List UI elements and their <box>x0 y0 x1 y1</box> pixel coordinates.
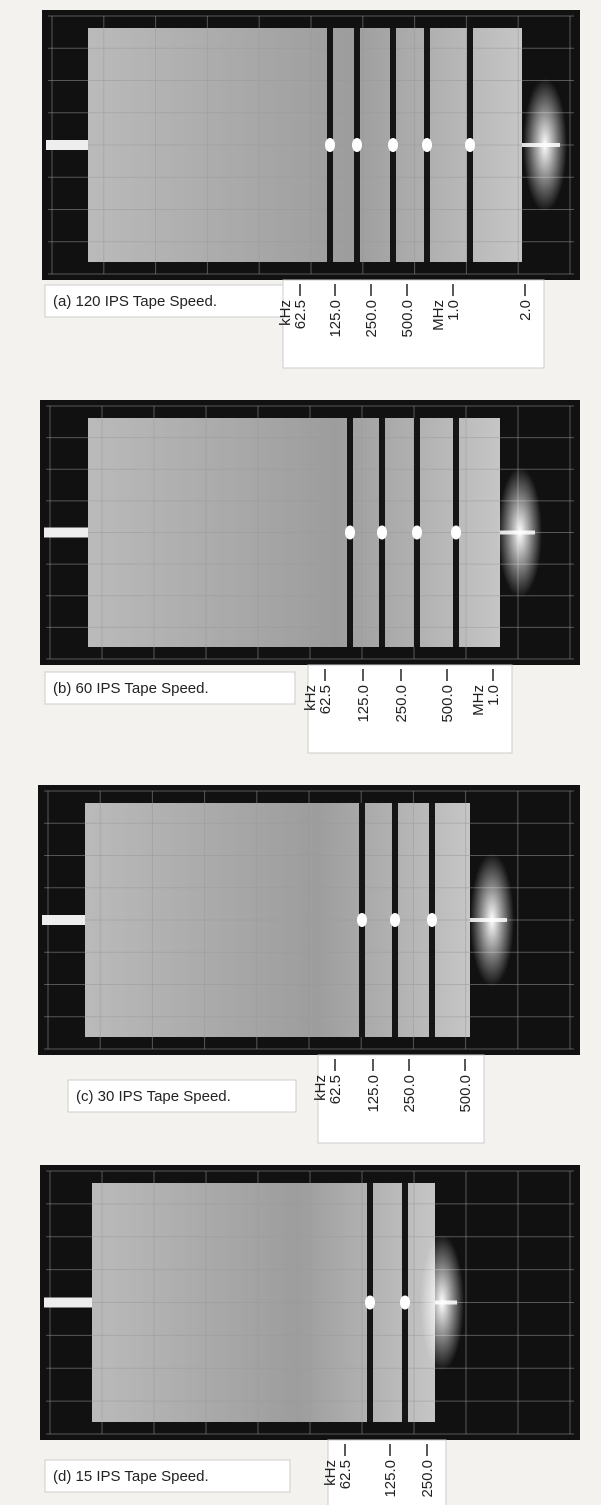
burst <box>470 853 514 987</box>
marker-dot <box>422 138 432 152</box>
marker-dot <box>352 138 362 152</box>
burst <box>523 78 567 212</box>
marker-unit: kHz <box>277 300 294 326</box>
marker-unit: MHz <box>470 685 487 716</box>
caption: (c) 30 IPS Tape Speed. <box>76 1088 231 1105</box>
marker-label: 250.0 <box>401 1075 418 1113</box>
marker-label: 125.0 <box>365 1075 382 1113</box>
caption: (b) 60 IPS Tape Speed. <box>53 680 209 697</box>
marker-dot <box>377 526 387 540</box>
burst <box>420 1234 464 1371</box>
marker-unit: kHz <box>312 1075 329 1101</box>
page: (a) 120 IPS Tape Speed.62.5kHz125.0250.0… <box>0 0 601 1505</box>
burst <box>498 467 542 598</box>
marker-dot <box>365 1296 375 1310</box>
marker-label: 250.0 <box>393 685 410 723</box>
marker-label: 62.5 <box>292 300 309 329</box>
marker-dot <box>451 526 461 540</box>
marker-dot <box>345 526 355 540</box>
marker-dot <box>427 913 437 927</box>
marker-label: 1.0 <box>485 685 502 706</box>
marker-label: 500.0 <box>457 1075 474 1113</box>
marker-label: 2.0 <box>517 300 534 321</box>
marker-label: 125.0 <box>327 300 344 338</box>
marker-dot <box>325 138 335 152</box>
caption: (a) 120 IPS Tape Speed. <box>53 293 217 310</box>
marker-label: 250.0 <box>363 300 380 338</box>
marker-label: 500.0 <box>399 300 416 338</box>
marker-dot <box>412 526 422 540</box>
marker-label: 125.0 <box>355 685 372 723</box>
marker-dot <box>388 138 398 152</box>
marker-unit: kHz <box>322 1460 339 1486</box>
figure: (a) 120 IPS Tape Speed.62.5kHz125.0250.0… <box>0 0 601 1505</box>
marker-label: 62.5 <box>337 1460 354 1489</box>
marker-dot <box>390 913 400 927</box>
caption: (d) 15 IPS Tape Speed. <box>53 1468 209 1485</box>
marker-dot <box>400 1296 410 1310</box>
marker-unit: MHz <box>430 300 447 331</box>
marker-dot <box>357 913 367 927</box>
marker-label: 500.0 <box>439 685 456 723</box>
marker-label: 1.0 <box>445 300 462 321</box>
marker-dot <box>465 138 475 152</box>
marker-unit: kHz <box>302 685 319 711</box>
marker-label: 125.0 <box>382 1460 399 1498</box>
marker-label: 250.0 <box>419 1460 436 1498</box>
marker-label: 62.5 <box>317 685 334 714</box>
marker-label: 62.5 <box>327 1075 344 1104</box>
